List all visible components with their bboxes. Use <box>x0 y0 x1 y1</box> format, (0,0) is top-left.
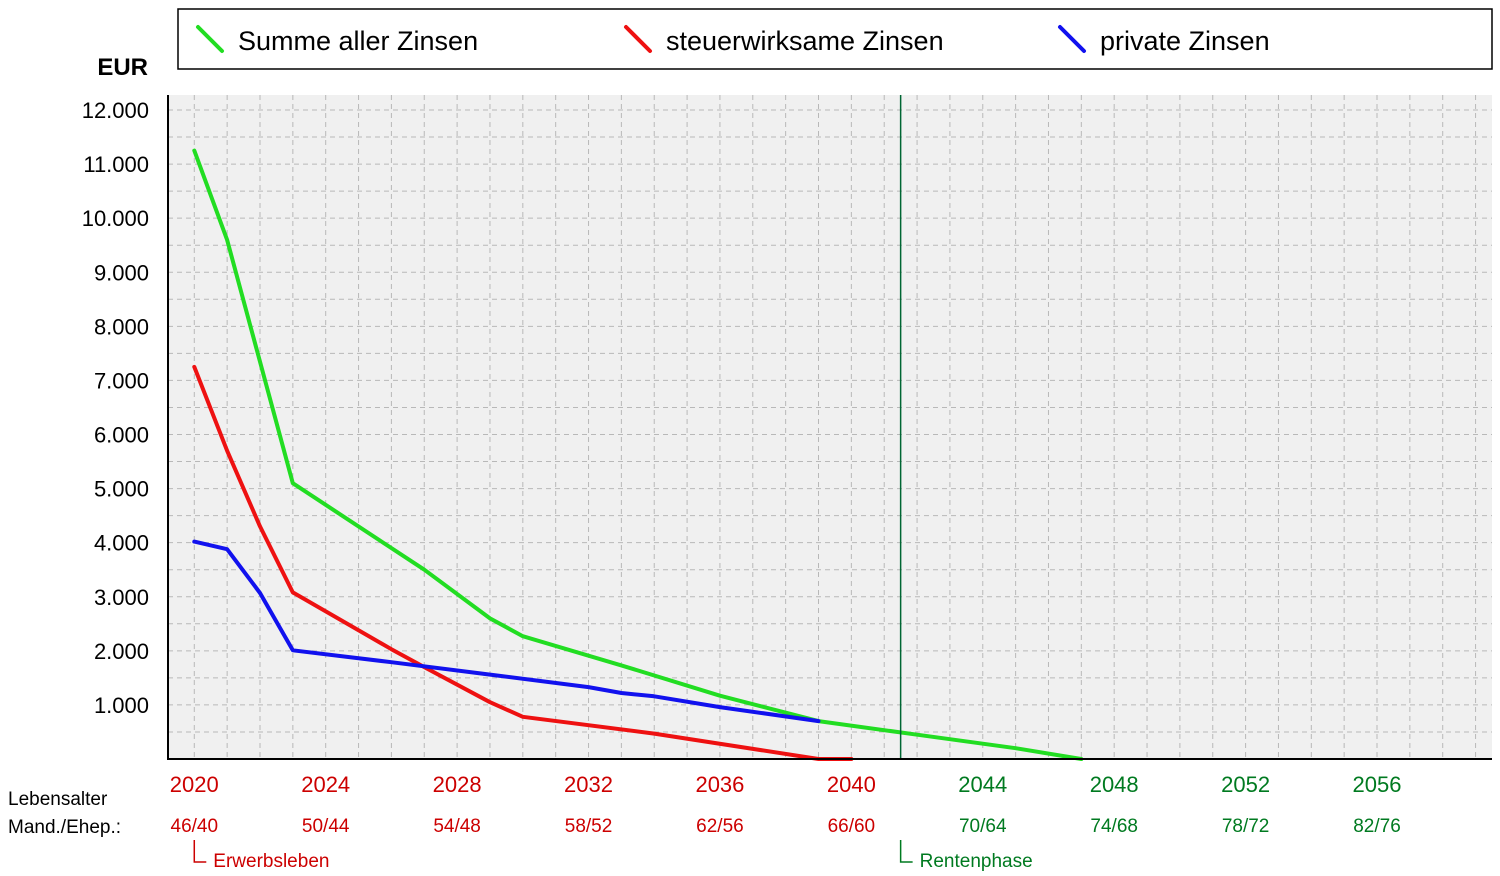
y-tick-labels: 1.000 2.000 3.000 4.000 5.000 6.000 7.000 8.000… <box>82 98 149 718</box>
y-tick-label: 3.000 <box>94 585 149 610</box>
phase-markers: Erwerbsleben Rentenphase <box>193 840 1033 872</box>
age-tick-label: 74/68 <box>1090 816 1138 837</box>
x-tick-label: 2032 <box>564 772 613 797</box>
legend-label-1: Summe aller Zinsen <box>238 26 478 56</box>
x-tick-label: 2036 <box>695 772 744 797</box>
legend-label-2: steuerwirksame Zinsen <box>666 26 944 56</box>
y-tick-label: 7.000 <box>94 368 149 393</box>
age-row-label-2: Mand./Ehep.: <box>8 817 121 838</box>
age-tick-label: 82/76 <box>1353 816 1401 837</box>
y-axis-unit-label: EUR <box>97 54 148 81</box>
retirement-phase-bracket <box>899 840 913 863</box>
x-tick-label: 2020 <box>170 772 219 797</box>
legend-box <box>177 8 1493 70</box>
age-tick-label: 66/60 <box>828 816 876 837</box>
y-tick-label: 10.000 <box>82 206 149 231</box>
legend: Summe aller Zinsen steuerwirksame Zinsen p… <box>177 8 1493 70</box>
age-tick-label: 54/48 <box>433 816 481 837</box>
age-tick-label: 70/64 <box>959 816 1007 837</box>
work-phase-bracket <box>193 840 207 863</box>
x-tick-label: 2056 <box>1353 772 1402 797</box>
x-tick-label: 2044 <box>958 772 1007 797</box>
x-tick-label: 2024 <box>301 772 350 797</box>
retirement-phase-label: Rentenphase <box>920 851 1033 872</box>
age-tick-label: 58/52 <box>565 816 613 837</box>
series-line-3 <box>192 539 821 724</box>
legend-label-3: private Zinsen <box>1100 26 1270 56</box>
y-tick-label: 5.000 <box>94 477 149 502</box>
series-line-1 <box>192 148 1084 761</box>
x-tick-label: 2048 <box>1090 772 1139 797</box>
x-tick-label: 2052 <box>1221 772 1270 797</box>
series-layer <box>192 148 1084 761</box>
x-tick-labels: 2020 46/40 2024 50/44 2028 54/48 2032 58/52 2036… <box>170 772 1402 837</box>
age-tick-label: 62/56 <box>696 816 744 837</box>
x-tick-label: 2040 <box>827 772 876 797</box>
y-tick-label: 9.000 <box>94 260 149 285</box>
y-tick-label: 12.000 <box>82 98 149 123</box>
legend-swatch-2 <box>624 25 652 53</box>
legend-swatch-1 <box>196 25 224 53</box>
work-phase-label: Erwerbsleben <box>213 851 329 872</box>
age-tick-label: 50/44 <box>302 816 350 837</box>
x-tick-label: 2028 <box>433 772 482 797</box>
y-tick-label: 6.000 <box>94 423 149 448</box>
age-tick-label: 78/72 <box>1222 816 1270 837</box>
y-tick-label: 1.000 <box>94 693 149 718</box>
legend-swatch-3 <box>1058 25 1086 53</box>
grid-lines <box>168 95 1492 759</box>
age-row-label-1: Lebensalter <box>8 789 108 810</box>
y-tick-label: 4.000 <box>94 531 149 556</box>
y-tick-label: 2.000 <box>94 639 149 664</box>
age-tick-label: 46/40 <box>171 816 219 837</box>
y-tick-label: 8.000 <box>94 314 149 339</box>
y-tick-label: 11.000 <box>83 152 149 177</box>
